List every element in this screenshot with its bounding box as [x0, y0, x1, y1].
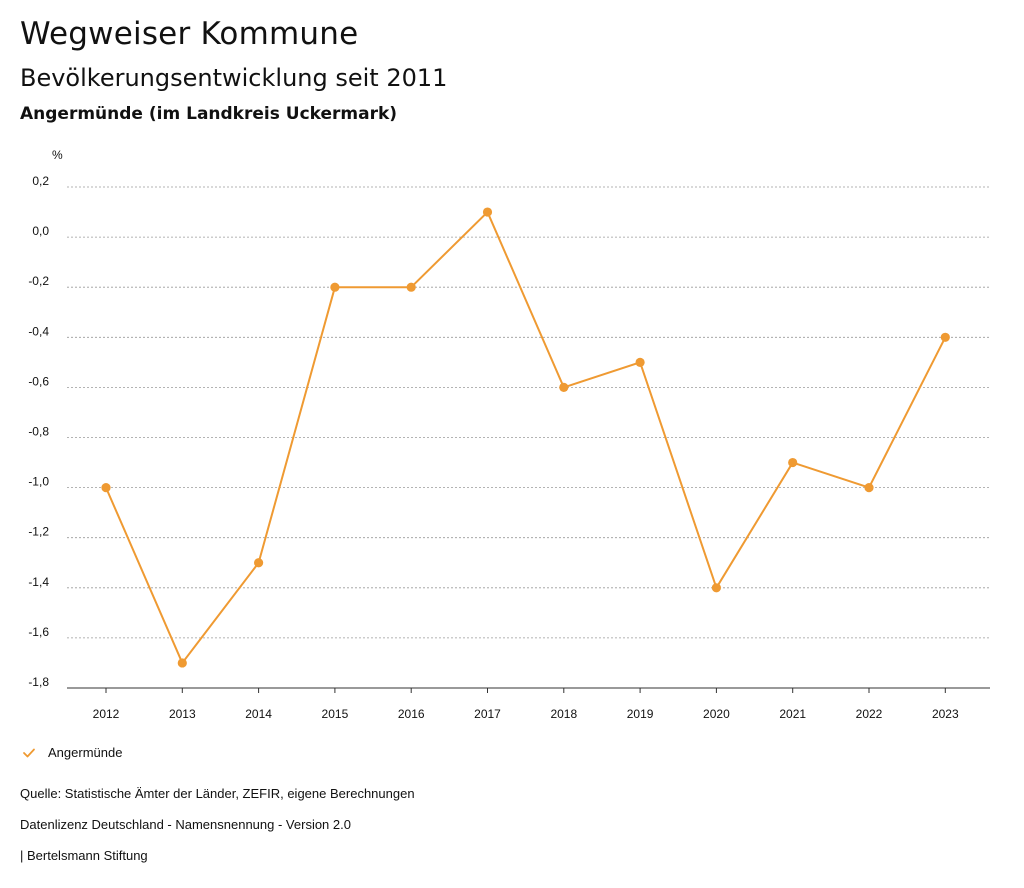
license-note: Datenlizenz Deutschland - Namensnennung … — [20, 817, 351, 832]
data-point[interactable] — [788, 457, 798, 468]
x-tick-label: 2015 — [322, 707, 349, 721]
source-note: Quelle: Statistische Ämter der Länder, Z… — [20, 786, 415, 801]
region-label: Angermünde (im Landkreis Uckermark) — [20, 104, 398, 124]
data-point[interactable] — [101, 483, 111, 493]
y-tick-label: -0,8 — [28, 425, 49, 439]
data-point[interactable] — [406, 282, 416, 292]
y-axis-unit-label: % — [52, 148, 63, 162]
y-tick-label: -1,4 — [28, 575, 49, 589]
x-tick-label: 2023 — [932, 707, 959, 721]
x-tick-label: 2020 — [703, 707, 730, 721]
legend-item-angermuende[interactable]: Angermünde — [22, 745, 122, 760]
x-tick-label: 2022 — [856, 707, 883, 721]
y-tick-label: 0,2 — [32, 174, 49, 188]
publisher-note: | Bertelsmann Stiftung — [20, 848, 148, 863]
series-line-angerm-nde — [105, 211, 947, 664]
x-tick-label: 2018 — [550, 707, 577, 721]
data-point[interactable] — [559, 382, 569, 392]
x-tick-label: 2017 — [474, 707, 501, 721]
x-tick-label: 2014 — [245, 707, 272, 721]
page-title: Wegweiser Kommune — [20, 16, 359, 52]
line-chart: %0,2 0,0 -0,2 -0,4 -0,6 -0,8 -1,0 -1,2 -1,4 -1,6 -… — [28, 148, 990, 721]
legend-label: Angermünde — [48, 745, 123, 760]
x-tick-label: 2012 — [93, 707, 120, 721]
data-point[interactable] — [330, 282, 340, 292]
y-tick-label: -1,6 — [28, 625, 49, 639]
chart-subtitle: Bevölkerungsentwicklung seit 2011 — [20, 64, 448, 92]
y-tick-label: -1,2 — [28, 525, 49, 539]
data-point[interactable] — [940, 332, 950, 342]
y-tick-label: -1,0 — [28, 475, 49, 489]
x-tick-label: 2013 — [169, 707, 196, 721]
y-tick-label: -0,4 — [28, 324, 49, 338]
y-tick-label: -0,2 — [28, 274, 49, 288]
x-tick-label: 2016 — [398, 707, 425, 721]
check-icon — [23, 748, 35, 757]
x-tick-label: 2019 — [627, 707, 654, 721]
y-tick-label: -1,8 — [28, 675, 49, 689]
y-tick-label: -0,6 — [28, 374, 49, 388]
data-point[interactable] — [711, 583, 722, 593]
data-point[interactable] — [635, 357, 645, 367]
data-point[interactable] — [864, 483, 874, 493]
data-point[interactable] — [482, 207, 493, 217]
y-tick-label: 0,0 — [32, 224, 49, 238]
data-point[interactable] — [254, 558, 264, 568]
data-point[interactable] — [177, 658, 187, 668]
x-tick-label: 2021 — [779, 707, 806, 721]
